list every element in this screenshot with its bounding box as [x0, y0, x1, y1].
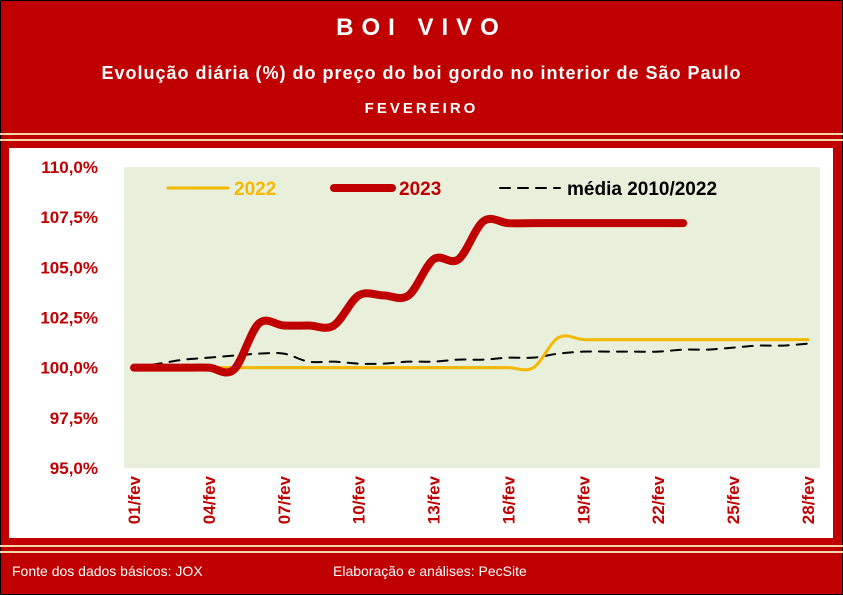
legend-label: média 2010/2022: [567, 179, 717, 200]
x-tick-label: 28/fev: [799, 475, 818, 524]
x-tick-label: 25/fev: [724, 475, 743, 524]
footer-divider-top: [0, 545, 843, 547]
y-tick-label: 100,0%: [40, 359, 98, 378]
footer-divider-bottom: [0, 551, 843, 553]
x-tick-label: 10/fev: [350, 475, 369, 524]
y-tick-label: 95,0%: [50, 459, 98, 478]
x-tick-label: 01/fev: [125, 475, 144, 524]
chart-header: BOI VIVO Evolução diária (%) do preço do…: [0, 0, 843, 132]
x-tick-label: 04/fev: [200, 475, 219, 524]
x-tick-label: 07/fev: [275, 475, 294, 524]
series-2023-line: [130, 214, 688, 377]
x-tick-label: 13/fev: [425, 475, 444, 524]
legend-label: 2023: [399, 179, 441, 200]
x-tick-label: 22/fev: [649, 475, 668, 524]
chart-title: BOI VIVO: [336, 14, 507, 41]
chart-subtitle: Evolução diária (%) do preço do boi gord…: [101, 63, 742, 83]
x-tick-label: 19/fev: [574, 475, 593, 524]
header-divider-bottom: [0, 139, 843, 141]
y-tick-label: 110,0%: [41, 158, 98, 177]
footer-source: Fonte dos dados básicos: JOX: [12, 563, 203, 579]
x-tick-label: 16/fev: [499, 475, 518, 524]
header-divider-top: [0, 133, 843, 135]
legend-label: 2022: [234, 179, 276, 200]
chart-month: FEVEREIRO: [364, 100, 479, 117]
footer-credits: Elaboração e análises: PecSite: [333, 563, 527, 579]
series-2022-line: [132, 334, 810, 372]
y-tick-label: 102,5%: [40, 309, 98, 328]
plot-area: [124, 167, 820, 468]
y-tick-label: 107,5%: [40, 208, 98, 227]
y-tick-label: 97,5%: [50, 409, 98, 428]
y-tick-label: 105,0%: [40, 258, 98, 277]
